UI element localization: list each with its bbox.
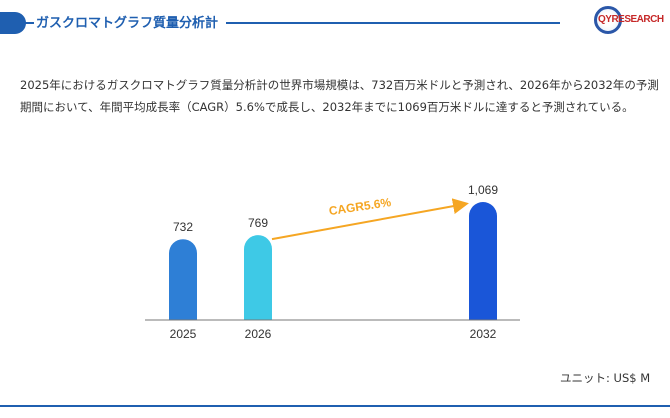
bar-2026 [244, 235, 272, 320]
x-tick-label-2032: 2032 [470, 327, 497, 341]
qyresearch-logo: QYRESEARCH [590, 4, 664, 38]
unit-label: ユニット: US$ M [560, 371, 651, 385]
logo-globe-icon [594, 6, 622, 34]
bar-2025 [169, 239, 197, 320]
cagr-arrow [271, 198, 469, 241]
value-label-2026: 769 [248, 216, 268, 230]
market-summary-text: 2025年におけるガスクロマトグラフ質量分析計の世界市場規模は、732百万米ドル… [20, 78, 659, 114]
market-size-bar-chart: 732 2025 769 2026 1,069 2032 CAGR5.6% [145, 183, 520, 341]
page-title: ガスクロマトグラフ質量分析計 [34, 8, 227, 35]
x-tick-label-2025: 2025 [170, 327, 197, 341]
logo-text: QYRESEARCH [598, 14, 664, 25]
header-accent-tab [0, 12, 26, 34]
value-label-2032: 1,069 [468, 183, 498, 197]
x-tick-label-2026: 2026 [245, 327, 272, 341]
value-label-2025: 732 [173, 220, 193, 234]
footer-divider [0, 405, 670, 407]
bar-2032 [469, 202, 497, 320]
header: ガスクロマトグラフ質量分析計 QYRESEARCH [0, 0, 670, 44]
cagr-annotation: CAGR5.6% [328, 195, 392, 218]
header-divider [0, 22, 560, 24]
